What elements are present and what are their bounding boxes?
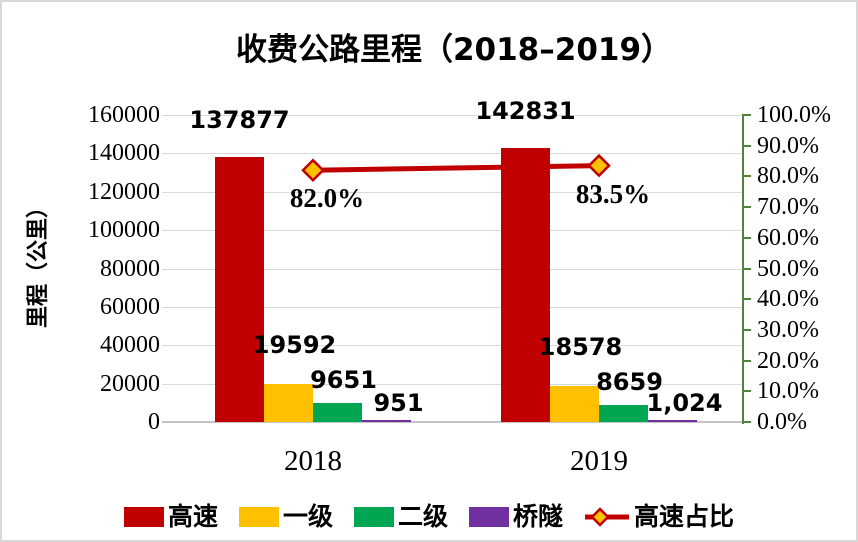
pct-axis-tick-label: 60.0% (757, 224, 819, 251)
x-axis-category-label: 2018 (284, 445, 342, 477)
pct-axis-tick-label: 50.0% (757, 255, 819, 282)
data-label-bridge-tunnel-2018: 951 (373, 389, 424, 417)
gridline (162, 345, 742, 347)
share-label-2018: 82.0% (289, 183, 365, 214)
legend-item-expressway-share: 高速占比 (584, 502, 734, 532)
bar-expressway-2018 (215, 157, 264, 422)
bar-bridge-tunnel-2019 (648, 420, 697, 422)
bar-expressway-2019 (501, 147, 550, 422)
right-axis-tick (742, 390, 751, 393)
pct-axis-tick-label: 10.0% (757, 378, 819, 405)
pct-axis-tick-label: 40.0% (757, 286, 819, 313)
pct-axis-tick-label: 20.0% (757, 347, 819, 374)
right-axis-tick (742, 114, 751, 116)
chart-title: 收费公路里程（2018–2019） (235, 32, 673, 68)
right-axis-tick (742, 175, 751, 178)
legend-item-expressway: 高速 (123, 502, 218, 532)
legend-label-class-2: 二级 (397, 502, 448, 531)
right-axis-tick (742, 206, 751, 209)
data-label-bridge-tunnel-2019: 1,024 (646, 389, 723, 417)
data-label-class-2-2019: 8659 (596, 368, 663, 397)
data-label-class-1-2018: 19592 (252, 331, 337, 360)
right-axis-tick (742, 267, 751, 270)
right-axis-tick (742, 328, 751, 331)
data-label-expressway-2019: 142831 (475, 96, 576, 125)
share-line (312, 163, 600, 173)
gridline (162, 230, 742, 232)
share-label-2019: 83.5% (575, 178, 651, 209)
x-axis-line (162, 421, 742, 423)
right-axis-tick (742, 144, 751, 147)
legend-swatch-bridge-tunnel (469, 507, 509, 527)
y-axis-tick-label: 160000 (88, 102, 160, 128)
y-axis-tick-label: 80000 (100, 255, 160, 282)
pct-axis-tick-label: 80.0% (757, 163, 819, 190)
bar-class-2-2018 (313, 403, 362, 422)
gridline (162, 306, 742, 308)
right-axis-tick (742, 298, 751, 301)
data-label-class-1-2019: 18578 (538, 333, 623, 362)
legend-line-marker-icon (585, 507, 630, 527)
y-axis-tick-label: 140000 (88, 140, 160, 167)
right-axis-line (742, 115, 744, 424)
y-axis-tick-label: 20000 (100, 370, 160, 397)
y-axis-tick-label: 100000 (88, 217, 160, 244)
diamond-marker-2018 (301, 158, 325, 183)
legend-label-class-1: 一级 (282, 502, 333, 531)
legend-label-bridge-tunnel: 桥隧 (513, 502, 564, 531)
legend-item-bridge-tunnel: 桥隧 (469, 502, 563, 532)
legend-item-class-2: 二级 (353, 502, 448, 532)
pct-axis-tick-label: 100.0% (757, 102, 831, 128)
gridline (162, 153, 742, 155)
legend-label-expressway: 高速 (167, 502, 218, 531)
data-label-expressway-2018: 137877 (189, 106, 290, 135)
gridline (162, 268, 742, 270)
legend-label-expressway-share: 高速占比 (634, 502, 735, 531)
bar-bridge-tunnel-2018 (362, 420, 411, 422)
pct-axis-tick-label: 70.0% (757, 194, 819, 221)
y-axis-tick-label: 120000 (88, 178, 160, 205)
legend-swatch-expressway (123, 507, 164, 527)
right-axis-tick (742, 236, 751, 239)
legend: 高速 一级 二级 桥隧 高速占比 (2, 499, 856, 535)
data-label-class-2-2018: 9651 (310, 366, 377, 395)
y-axis-title: 里程（公里） (26, 195, 51, 329)
pct-axis-tick-label: 0.0% (757, 409, 807, 435)
x-axis-category-label: 2019 (570, 445, 628, 477)
legend-swatch-class-2 (353, 507, 394, 527)
bar-class-1-2018 (264, 384, 313, 422)
legend-swatch-class-1 (238, 507, 279, 527)
y-axis-tick-label: 60000 (100, 293, 160, 320)
pct-axis-tick-label: 30.0% (757, 316, 819, 343)
y-axis-tick-label: 0 (148, 409, 160, 435)
right-axis-tick (742, 421, 751, 423)
gridline (162, 191, 742, 193)
right-axis-tick (742, 359, 751, 362)
pct-axis-tick-label: 90.0% (757, 132, 819, 159)
bar-class-1-2019 (550, 386, 599, 422)
y-axis-tick-label: 40000 (100, 332, 160, 359)
legend-item-class-1: 一级 (238, 502, 333, 532)
diamond-marker-2019 (587, 153, 611, 178)
bar-class-2-2019 (599, 405, 648, 422)
gridline (162, 115, 742, 116)
gridline (162, 383, 742, 385)
